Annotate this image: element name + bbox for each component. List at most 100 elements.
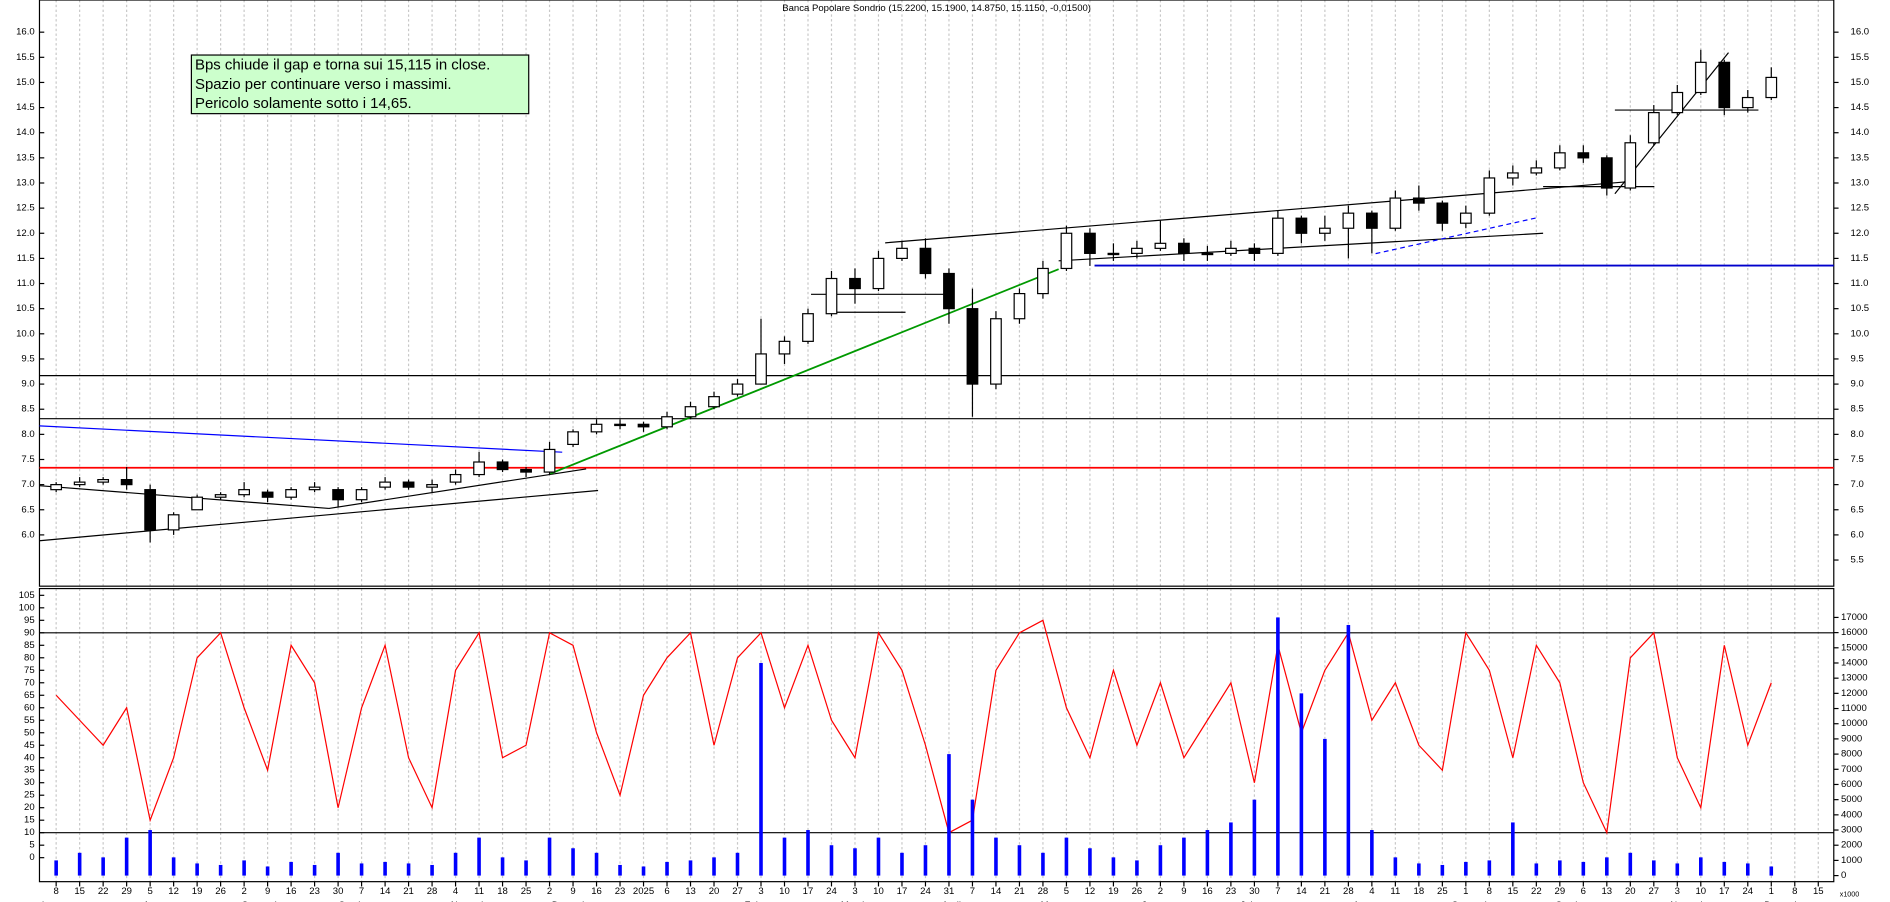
month-label: September: [242, 900, 290, 902]
x-tick-label: 19: [1108, 886, 1119, 897]
candle-body: [1248, 247, 1261, 254]
y2-tick-label: 15.0: [1851, 77, 1870, 88]
trend-line: [39, 425, 563, 453]
volume-bar: [594, 852, 599, 876]
candle-body: [238, 489, 250, 496]
month-label: March: [841, 900, 868, 902]
y2-tick-label: 3000: [1841, 825, 1862, 836]
volume-bar: [900, 852, 904, 876]
volume-bar: [712, 857, 716, 876]
candle-body: [1013, 292, 1026, 320]
month-label: October: [1555, 900, 1590, 902]
y-tick-label: 9.5: [21, 353, 34, 364]
x-tick-label: 24: [920, 886, 931, 897]
volume-bar: [1017, 845, 1022, 876]
x-tick-label: 9: [265, 886, 270, 897]
x-tick-label: 8: [53, 886, 58, 897]
x-tick-label: 31: [944, 886, 955, 897]
y-tick-label: 16.0: [16, 27, 35, 38]
y2-tick-label: 14000: [1841, 658, 1868, 669]
month-label: July: [1240, 900, 1257, 902]
volume-bar: [547, 837, 552, 876]
volume-bar: [1699, 857, 1703, 876]
volume-bar: [1088, 848, 1092, 876]
x-tick-label: 23: [615, 886, 626, 897]
volume-bar: [1299, 693, 1304, 876]
y2-tick-label: 9000: [1841, 733, 1862, 744]
volume-bar: [876, 837, 881, 876]
y-tick-label: 15: [24, 815, 35, 826]
volume-bar: [1064, 837, 1069, 876]
x-tick-label: 15: [1508, 886, 1519, 897]
y2-tick-label: 6000: [1841, 779, 1862, 790]
x-tick-label: 7: [359, 886, 364, 897]
y-tick-label: 12.5: [16, 203, 35, 214]
y-tick-label: 40: [24, 752, 35, 763]
y-tick-label: 65: [24, 690, 35, 701]
x-tick-label: 15: [1813, 886, 1824, 897]
y-tick-label: 5: [29, 840, 34, 851]
y2-tick-label: 8.0: [1851, 429, 1864, 440]
candle-body: [731, 383, 744, 395]
y-tick-label: 35: [24, 765, 35, 776]
x-tick-label: 28: [427, 886, 438, 897]
volume-bar: [383, 861, 387, 876]
candle-body: [1342, 212, 1355, 229]
y-tick-label: 85: [24, 640, 35, 651]
x-tick-label: 4: [453, 886, 459, 897]
volume-bar: [1346, 625, 1351, 876]
y2-tick-label: 7.0: [1851, 479, 1864, 490]
volume-bar: [1675, 863, 1680, 876]
candle-body: [1741, 96, 1754, 109]
candle-body: [1459, 212, 1472, 224]
y-tick-label: 80: [24, 652, 35, 663]
y2-tick-label: 17000: [1841, 612, 1868, 623]
volume-bar: [289, 861, 293, 876]
volume-bar: [54, 860, 58, 876]
candle-body: [919, 247, 932, 275]
candle-body: [1530, 167, 1543, 174]
candle-body: [755, 353, 767, 385]
volume-bar: [500, 857, 505, 876]
candle-body: [1577, 152, 1590, 159]
trend-line: [39, 485, 330, 510]
x-tick-label: 2: [241, 886, 246, 897]
x-tick-label: 18: [497, 886, 508, 897]
candle-body: [191, 496, 204, 511]
candle-body: [1647, 112, 1660, 144]
x-tick-label: 30: [1249, 886, 1260, 897]
y-tick-label: 15.5: [16, 52, 35, 63]
month-label: February: [745, 900, 783, 902]
x-tick-label: 27: [1648, 886, 1659, 897]
x-tick-label: 2: [547, 886, 552, 897]
candle-body: [449, 473, 462, 483]
candle-body: [1765, 76, 1778, 99]
candle-body: [1178, 242, 1190, 254]
candle-body: [520, 468, 532, 473]
candle-body: [473, 461, 485, 476]
y2-tick-label: 14.5: [1851, 102, 1870, 113]
y-tick-label: 6.0: [21, 529, 34, 540]
x-tick-label: 4: [1369, 886, 1375, 897]
candle-body: [1365, 212, 1378, 229]
y-tick-label: 25: [24, 790, 35, 801]
x-tick-label: 22: [1531, 886, 1542, 897]
volume-bar: [1041, 852, 1045, 876]
candle-body: [1295, 217, 1308, 234]
month-label: May: [1041, 900, 1059, 902]
candle-body: [590, 423, 603, 433]
x-tick-label: 24: [1742, 886, 1753, 897]
x-tick-label: 17: [1719, 886, 1730, 897]
candle-body: [1389, 197, 1402, 229]
x-tick-label: 25: [521, 886, 532, 897]
x-tick-label: 26: [215, 886, 226, 897]
candle-body: [1436, 202, 1449, 224]
candle-body: [1553, 152, 1566, 169]
volume-bar: [782, 837, 787, 876]
volume-bar: [1205, 830, 1210, 876]
candle-body: [1201, 252, 1214, 256]
y2-tick-label: 15000: [1841, 642, 1868, 653]
volume-bar: [406, 863, 411, 876]
x-tick-label: 21: [1320, 886, 1331, 897]
y2-tick-label: 13.0: [1851, 178, 1870, 189]
